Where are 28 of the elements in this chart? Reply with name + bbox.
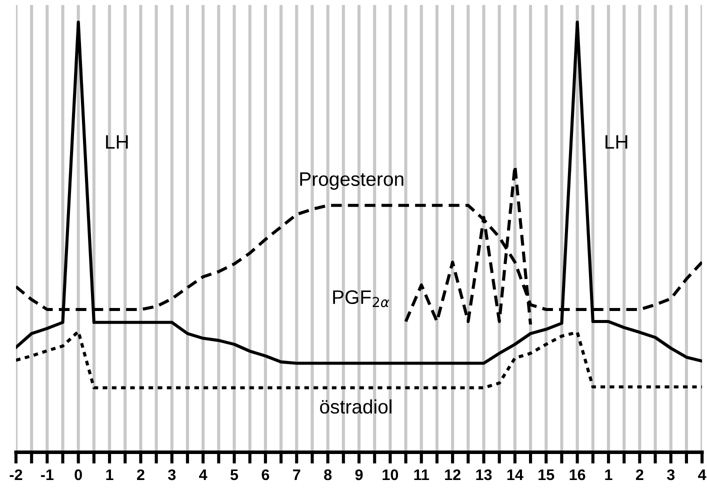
x-tick-label: 2 bbox=[636, 469, 644, 480]
x-tick-label: 6 bbox=[262, 469, 270, 480]
annotation: östradiol bbox=[320, 399, 392, 414]
annotation: PGF$_{2α}$ bbox=[333, 290, 390, 308]
x-tick-label: -2 bbox=[10, 469, 22, 480]
x-tick-label: 1 bbox=[605, 470, 612, 480]
x-tick-label: 10 bbox=[382, 469, 398, 480]
annotation: LH bbox=[606, 135, 628, 149]
x-tick-label: 3 bbox=[168, 469, 176, 480]
x-tick-label: 4 bbox=[698, 470, 706, 480]
x-tick-label: 8 bbox=[324, 469, 332, 480]
x-tick-label: 15 bbox=[538, 470, 554, 480]
x-tick-label: 4 bbox=[199, 470, 208, 480]
x-tick-label: 0 bbox=[74, 469, 82, 480]
x-tick-label: 14 bbox=[507, 470, 524, 480]
x-tick-label: 3 bbox=[666, 469, 675, 480]
x-tick-label: 13 bbox=[476, 469, 492, 480]
annotation: LH bbox=[106, 135, 128, 149]
x-tick-label: 7 bbox=[293, 470, 300, 480]
x-tick-label: 1 bbox=[106, 470, 114, 480]
x-tick-label: 9 bbox=[355, 469, 363, 480]
x-tick-label: 11 bbox=[414, 470, 430, 480]
annotation: Progesteron bbox=[300, 172, 404, 190]
x-tick-label: -1 bbox=[40, 470, 54, 480]
x-tick-label: 16 bbox=[570, 469, 586, 480]
x-tick-label: 2 bbox=[137, 469, 144, 480]
x-tick-label: 5 bbox=[230, 470, 238, 480]
x-tick-label: 12 bbox=[445, 469, 460, 480]
